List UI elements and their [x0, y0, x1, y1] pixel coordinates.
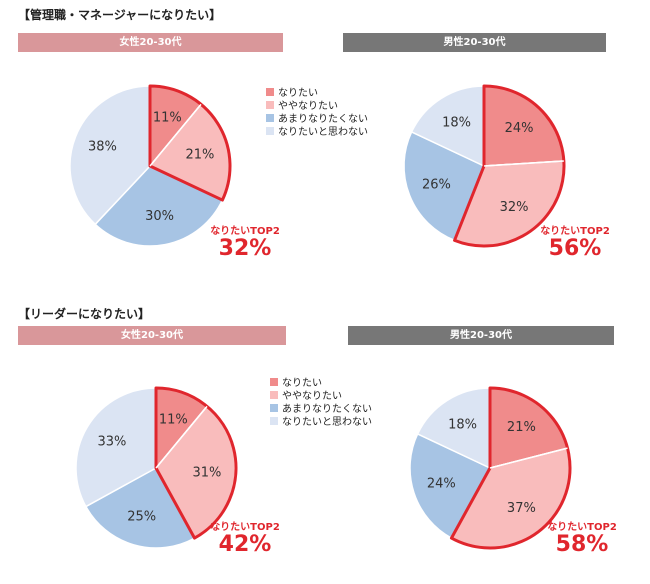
slice-value-label: 18%	[442, 115, 471, 130]
slice-value-label: 31%	[193, 465, 222, 480]
legend-swatch-icon	[266, 113, 274, 122]
slice-separator	[149, 103, 202, 167]
legend-label: なりたい	[278, 88, 318, 99]
legend-item: なりたい	[270, 375, 372, 389]
top2-highlight-outline	[449, 386, 572, 550]
top2-female-manager: なりたいTOP2 32%	[205, 222, 285, 261]
slice-amari	[409, 432, 492, 540]
slice-separator	[489, 447, 568, 469]
banner-female-leader: 女性20-30代	[18, 326, 286, 345]
slice-separator	[483, 160, 564, 167]
top2-highlight-outline	[148, 84, 232, 202]
legend-item: あまりなりたくない	[270, 401, 372, 415]
legend-label: あまりなりたくない	[282, 404, 372, 415]
legend-manager: なりたい ややなりたい あまりなりたくない なりたいと思わない	[266, 85, 368, 138]
top2-highlight-outline	[453, 84, 566, 248]
slice-value-label: 21%	[507, 420, 536, 435]
legend-label: なりたいと思わない	[278, 127, 368, 138]
slice-separator	[155, 405, 208, 469]
slice-value-label: 33%	[97, 434, 126, 449]
legend-label: なりたいと思わない	[282, 417, 372, 428]
legend-item: なりたいと思わない	[270, 414, 372, 428]
pie-chart-female-leader: 11% 31% 25% 33%	[75, 386, 238, 549]
legend-item: ややなりたい	[270, 388, 372, 402]
legend-label: なりたい	[282, 378, 322, 389]
legend-label: ややなりたい	[282, 391, 342, 402]
slice-value-label: 21%	[186, 147, 215, 162]
legend-item: ややなりたい	[266, 98, 368, 112]
slice-value-label: 30%	[145, 209, 174, 224]
banner-male-leader: 男性20-30代	[348, 326, 614, 345]
top2-male-leader: なりたいTOP2 58%	[542, 518, 622, 557]
top2-label: なりたいTOP2	[210, 226, 280, 237]
top2-female-leader: なりたいTOP2 42%	[205, 518, 285, 557]
slice-value-label: 25%	[127, 510, 156, 525]
slice-value-label: 32%	[500, 200, 529, 215]
legend-item: なりたい	[266, 85, 368, 99]
slice-value-label: 11%	[159, 412, 188, 427]
slice-omowanai	[410, 85, 485, 168]
section-title-manager: 【管理職・マネージャーになりたい】	[18, 8, 222, 22]
top2-label: なりたいTOP2	[210, 522, 280, 533]
pie-chart-female-manager: 11% 21% 30% 38%	[69, 84, 232, 247]
slice-value-label: 24%	[427, 476, 456, 491]
legend-swatch-icon	[270, 377, 278, 386]
legend-swatch-icon	[266, 87, 274, 96]
slice-value-label: 37%	[507, 501, 536, 516]
top2-value: 42%	[218, 532, 272, 557]
slice-value-label: 11%	[153, 110, 182, 125]
slice-omowanai	[416, 387, 491, 470]
slice-amari	[84, 466, 196, 549]
legend-swatch-icon	[270, 403, 278, 412]
legend-item: あまりなりたくない	[266, 111, 368, 125]
legend-label: ややなりたい	[278, 101, 338, 112]
legend-swatch-icon	[270, 390, 278, 399]
top2-value: 58%	[555, 532, 609, 557]
slice-value-label: 26%	[422, 177, 451, 192]
pie-chart-male-manager: 24% 32% 26% 18%	[403, 84, 566, 248]
banner-female-manager: 女性20-30代	[18, 33, 283, 52]
top2-label: なりたいTOP2	[540, 226, 610, 237]
top2-male-manager: なりたいTOP2 56%	[535, 222, 615, 261]
slice-value-label: 38%	[88, 140, 117, 155]
legend-swatch-icon	[266, 100, 274, 109]
legend-swatch-icon	[266, 126, 274, 135]
top2-value: 56%	[548, 236, 602, 261]
top2-highlight-outline	[154, 386, 238, 540]
legend-swatch-icon	[270, 416, 278, 425]
slice-value-label: 18%	[448, 417, 477, 432]
legend-item: なりたいと思わない	[266, 124, 368, 138]
legend-leader: なりたい ややなりたい あまりなりたくない なりたいと思わない	[270, 375, 372, 428]
banner-male-manager: 男性20-30代	[343, 33, 606, 52]
top2-value: 32%	[218, 236, 272, 261]
legend-label: あまりなりたくない	[278, 114, 368, 125]
slice-omowanai	[75, 387, 157, 508]
slice-value-label: 24%	[505, 121, 534, 136]
section-title-leader: 【リーダーになりたい】	[18, 307, 151, 321]
pie-chart-male-leader: 21% 37% 24% 18%	[409, 386, 572, 550]
top2-label: なりたいTOP2	[547, 522, 617, 533]
slice-omowanai	[69, 85, 151, 226]
